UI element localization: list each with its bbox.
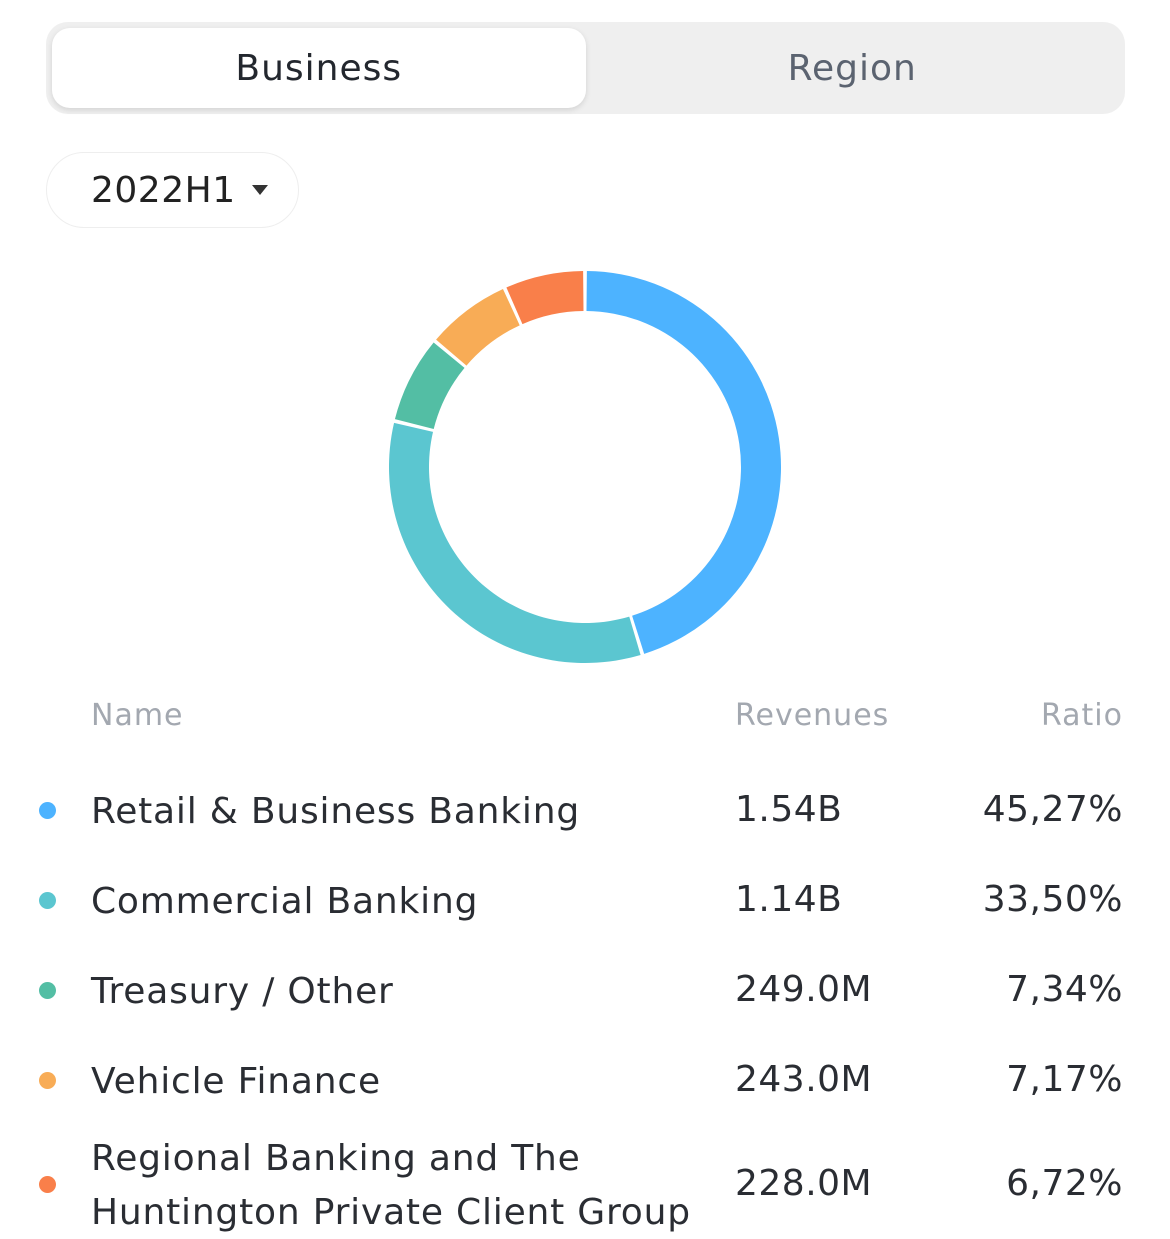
legend-row[interactable]: Commercial Banking 1.14B 33,50%	[0, 875, 1170, 929]
column-header-name: Name	[91, 698, 184, 733]
segment-name: Commercial Banking	[91, 881, 479, 922]
segment-tabs: Business Region	[46, 22, 1125, 114]
segment-ratio: 7,34%	[1006, 969, 1123, 1010]
column-header-ratio: Ratio	[1040, 698, 1123, 733]
segment-revenue: 228.0M	[735, 1163, 873, 1204]
donut-chart	[389, 271, 781, 663]
legend-dot	[39, 1176, 56, 1193]
segment-revenue: 243.0M	[735, 1059, 873, 1100]
legend-row[interactable]: Vehicle Finance 243.0M 7,17%	[0, 1055, 1170, 1109]
segment-name: Treasury / Other	[91, 971, 394, 1012]
segment-ratio: 33,50%	[982, 879, 1123, 920]
legend-row[interactable]: Retail & Business Banking 1.54B 45,27%	[0, 785, 1170, 839]
period-dropdown[interactable]: 2022H1	[46, 152, 299, 228]
tab-business[interactable]: Business	[52, 28, 586, 108]
chevron-down-icon	[251, 185, 268, 195]
legend-dot	[39, 982, 56, 999]
segment-revenue: 1.54B	[735, 789, 843, 830]
legend-dot	[39, 802, 56, 819]
legend-header: Name Revenues Ratio	[0, 698, 1170, 742]
segment-ratio: 7,17%	[1006, 1059, 1123, 1100]
tab-region[interactable]: Region	[787, 47, 917, 89]
donut-slice	[394, 342, 465, 429]
donut-slice	[506, 271, 584, 325]
donut-slice	[436, 288, 520, 366]
legend-row[interactable]: Treasury / Other 249.0M 7,34%	[0, 965, 1170, 1019]
legend-row[interactable]: Regional Banking and The Huntington Priv…	[0, 1132, 1170, 1239]
segment-ratio: 6,72%	[1006, 1163, 1123, 1204]
segment-name: Retail & Business Banking	[91, 791, 580, 832]
column-header-revenues: Revenues	[735, 698, 890, 733]
segment-ratio: 45,27%	[982, 789, 1123, 830]
donut-slice	[389, 422, 641, 663]
donut-slice	[586, 271, 781, 654]
segment-name: Vehicle Finance	[91, 1061, 381, 1102]
legend-dot	[39, 892, 56, 909]
segment-name: Regional Banking and The Huntington Priv…	[91, 1138, 691, 1233]
period-value: 2022H1	[91, 169, 236, 211]
legend-dot	[39, 1072, 56, 1089]
segment-revenue: 249.0M	[735, 969, 873, 1010]
segment-revenue: 1.14B	[735, 879, 843, 920]
